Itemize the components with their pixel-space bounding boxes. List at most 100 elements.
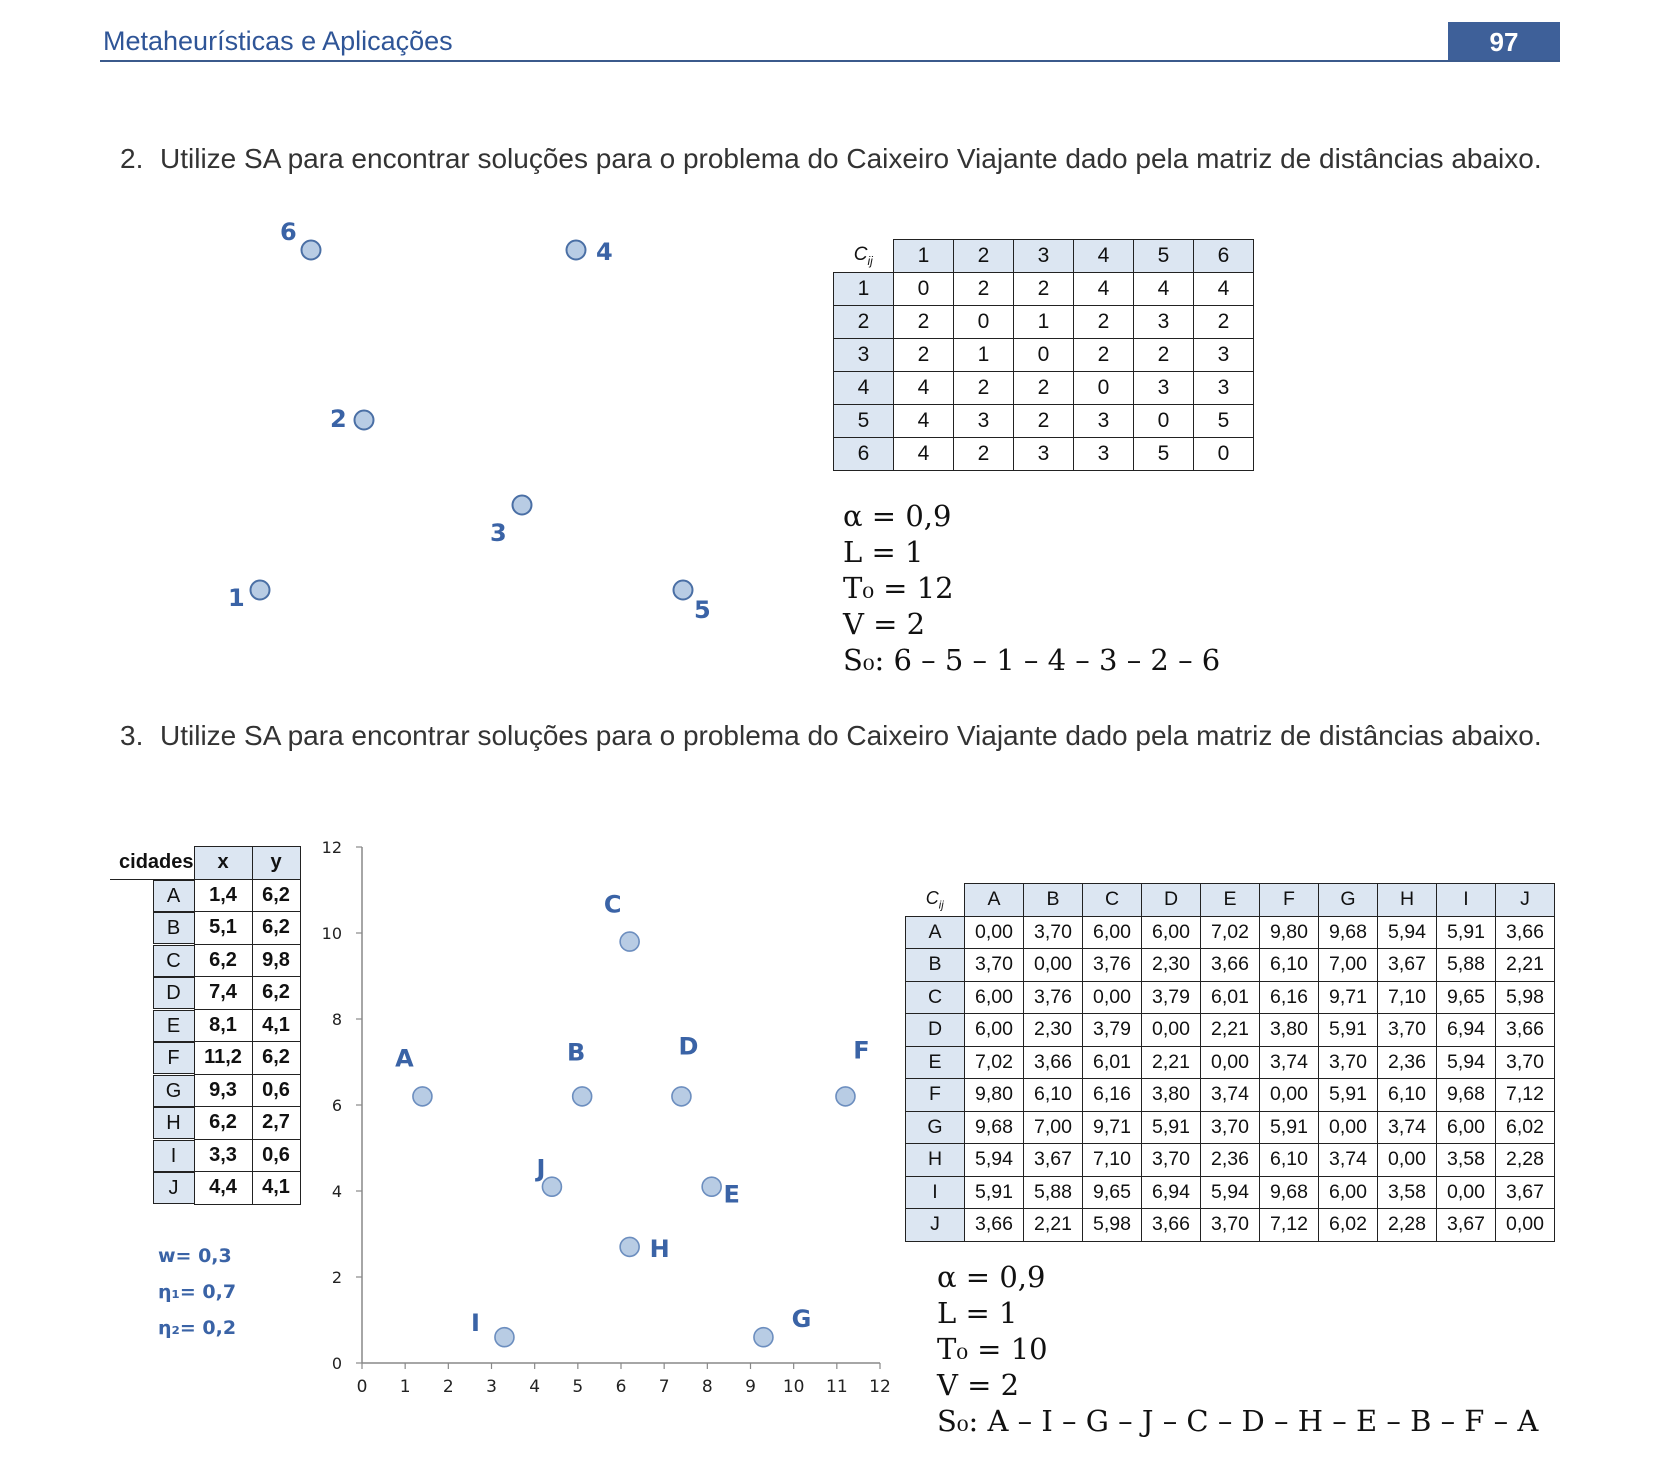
p3-matrix-cell: 6,94 — [1436, 1013, 1496, 1047]
city-point-H — [619, 1236, 640, 1258]
city-name-cell: D — [110, 976, 195, 1010]
parameter-item: T₀ = 12 — [843, 571, 954, 605]
header-rule — [100, 60, 1560, 62]
city-y-cell: 0,6 — [251, 1138, 301, 1172]
p3-matrix-cell: 3,76 — [1023, 980, 1083, 1014]
cities-row: H 6,2 2,7 — [110, 1106, 301, 1140]
p3-matrix-cell: 6,00 — [1318, 1175, 1378, 1209]
p3-matrix-col-header: J — [1495, 883, 1555, 917]
city-letter: H — [152, 1107, 195, 1140]
p2-matrix-cell: 4 — [1073, 272, 1134, 306]
p3-matrix-cell: 2,36 — [1377, 1045, 1437, 1079]
p2-matrix-col-header: 5 — [1133, 239, 1194, 273]
city-name-cell: B — [110, 911, 195, 945]
cities-row: G 9,3 0,6 — [110, 1073, 301, 1107]
city-point-A — [412, 1086, 433, 1107]
problem-number: 3. — [120, 720, 144, 751]
city-x-cell: 4,4 — [193, 1171, 253, 1205]
p3-matrix-row-header: D — [905, 1013, 965, 1047]
p3-matrix-col-header: E — [1200, 883, 1260, 917]
p3-matrix-cell: 3,79 — [1082, 1013, 1142, 1047]
city-point-label-H: H — [650, 1235, 670, 1263]
p2-matrix-cell: 4 — [1193, 272, 1254, 306]
p3-matrix-cell: 9,65 — [1082, 1175, 1142, 1209]
p3-matrix-cell: 2,21 — [1023, 1208, 1083, 1242]
x-tick-label: 12 — [869, 1377, 891, 1397]
p3-matrix-cell: 2,30 — [1141, 948, 1201, 982]
city-name-cell: A — [110, 879, 195, 912]
p2-matrix-col-header: 4 — [1073, 239, 1134, 273]
p3-matrix-cell: 9,65 — [1436, 980, 1496, 1014]
city-letter: B — [152, 912, 195, 945]
p3-matrix-cell: 0,00 — [1436, 1175, 1496, 1209]
city-point-J — [541, 1176, 563, 1198]
p3-matrix-cell: 3,76 — [1082, 948, 1142, 982]
p3-matrix-cell: 2,21 — [1200, 1013, 1260, 1047]
p3-matrix-cell: 5,91 — [1141, 1110, 1201, 1144]
city-name-cell: J — [110, 1171, 195, 1205]
p3-matrix-col-header: A — [964, 883, 1024, 917]
p3-matrix-row: B 3,70 0,00 3,76 2,30 3,66 6,10 7,00 3,67 5,88 2,2… — [905, 948, 1555, 982]
problem-3-distance-matrix: Cij A B C D E F G H I J A 0,00 3,70 6,00 6,00 7,02 9,80 9… — [905, 883, 1555, 1242]
p3-matrix-row: J 3,66 2,21 5,98 3,66 3,70 7,12 6,02 2,28 3,67 0,0… — [905, 1208, 1555, 1242]
node-5-marker — [672, 579, 694, 601]
node-1-label: 1 — [228, 584, 245, 612]
p3-matrix-cell: 9,80 — [1259, 915, 1319, 949]
p2-matrix-cell: 2 — [1193, 305, 1254, 339]
p3-matrix-cell: 3,66 — [1141, 1208, 1201, 1242]
city-point-label-F: F — [853, 1036, 869, 1064]
p3-matrix-cell: 7,12 — [1495, 1078, 1555, 1112]
p3-matrix-cell: 2,36 — [1200, 1143, 1260, 1177]
p3-matrix-row-header: I — [905, 1175, 965, 1209]
weights-list: w= 0,3 η₁= 0,7 η₂= 0,2 — [158, 1238, 236, 1346]
p3-matrix-cell: 5,91 — [1259, 1110, 1319, 1144]
node-3-label: 3 — [490, 519, 507, 547]
p3-matrix-cell: 5,91 — [964, 1175, 1024, 1209]
city-point-B — [571, 1086, 593, 1107]
city-point-label-A: A — [395, 1044, 414, 1072]
p3-matrix-cell: 3,74 — [1259, 1045, 1319, 1079]
p3-matrix-cell: 0,00 — [1318, 1110, 1378, 1144]
p3-matrix-col-header: H — [1377, 883, 1437, 917]
p3-matrix-cell: 3,58 — [1377, 1175, 1437, 1209]
node-4-label: 4 — [596, 238, 613, 266]
p3-matrix-cell: 3,70 — [964, 948, 1024, 982]
p2-matrix-cell: 0 — [1073, 371, 1134, 405]
city-y-cell: 6,2 — [251, 1041, 301, 1075]
p2-matrix-cell: 3 — [1193, 338, 1254, 372]
weight-item: η₁= 0,7 — [158, 1281, 237, 1303]
p2-matrix-cell: 2 — [893, 338, 954, 372]
city-name-cell: F — [110, 1041, 195, 1075]
city-name-cell: H — [110, 1106, 195, 1140]
city-y-cell: 6,2 — [251, 878, 301, 912]
p3-matrix-cell: 3,66 — [1200, 948, 1260, 982]
p3-matrix-row-header: F — [905, 1078, 965, 1112]
city-point-label-C: C — [604, 891, 622, 919]
p3-matrix-cell: 6,00 — [1082, 915, 1142, 949]
city-x-cell: 7,4 — [193, 976, 253, 1010]
cities-row: A 1,4 6,2 — [110, 878, 301, 912]
p2-matrix-cell: 3 — [1193, 371, 1254, 405]
city-y-cell: 4,1 — [251, 1008, 301, 1042]
city-letter: J — [152, 1172, 195, 1205]
p2-matrix-cell: 2 — [953, 437, 1014, 471]
city-point-label-G: G — [792, 1305, 812, 1333]
p2-matrix-cell: 2 — [1133, 338, 1194, 372]
city-y-cell: 9,8 — [251, 943, 301, 977]
parameter-item: L = 1 — [937, 1296, 1018, 1330]
p3-matrix-row: H 5,94 3,67 7,10 3,70 2,36 6,10 3,74 0,00 3,58 2,2… — [905, 1143, 1555, 1177]
p3-matrix-cell: 9,68 — [1436, 1078, 1496, 1112]
cities-row: D 7,4 6,2 — [110, 976, 301, 1010]
y-tick-label: 6 — [332, 1096, 342, 1115]
p3-matrix-cell: 3,70 — [1200, 1208, 1260, 1242]
p3-matrix-cell: 7,10 — [1377, 980, 1437, 1014]
city-x-cell: 1,4 — [193, 878, 253, 912]
p2-matrix-cell: 1 — [953, 338, 1014, 372]
p3-matrix-cell: 5,94 — [1200, 1175, 1260, 1209]
p2-matrix-cell: 3 — [953, 404, 1014, 438]
y-tick-label: 0 — [332, 1354, 342, 1373]
p3-matrix-cell: 0,00 — [1141, 1013, 1201, 1047]
p3-matrix-cell: 3,70 — [1318, 1045, 1378, 1079]
